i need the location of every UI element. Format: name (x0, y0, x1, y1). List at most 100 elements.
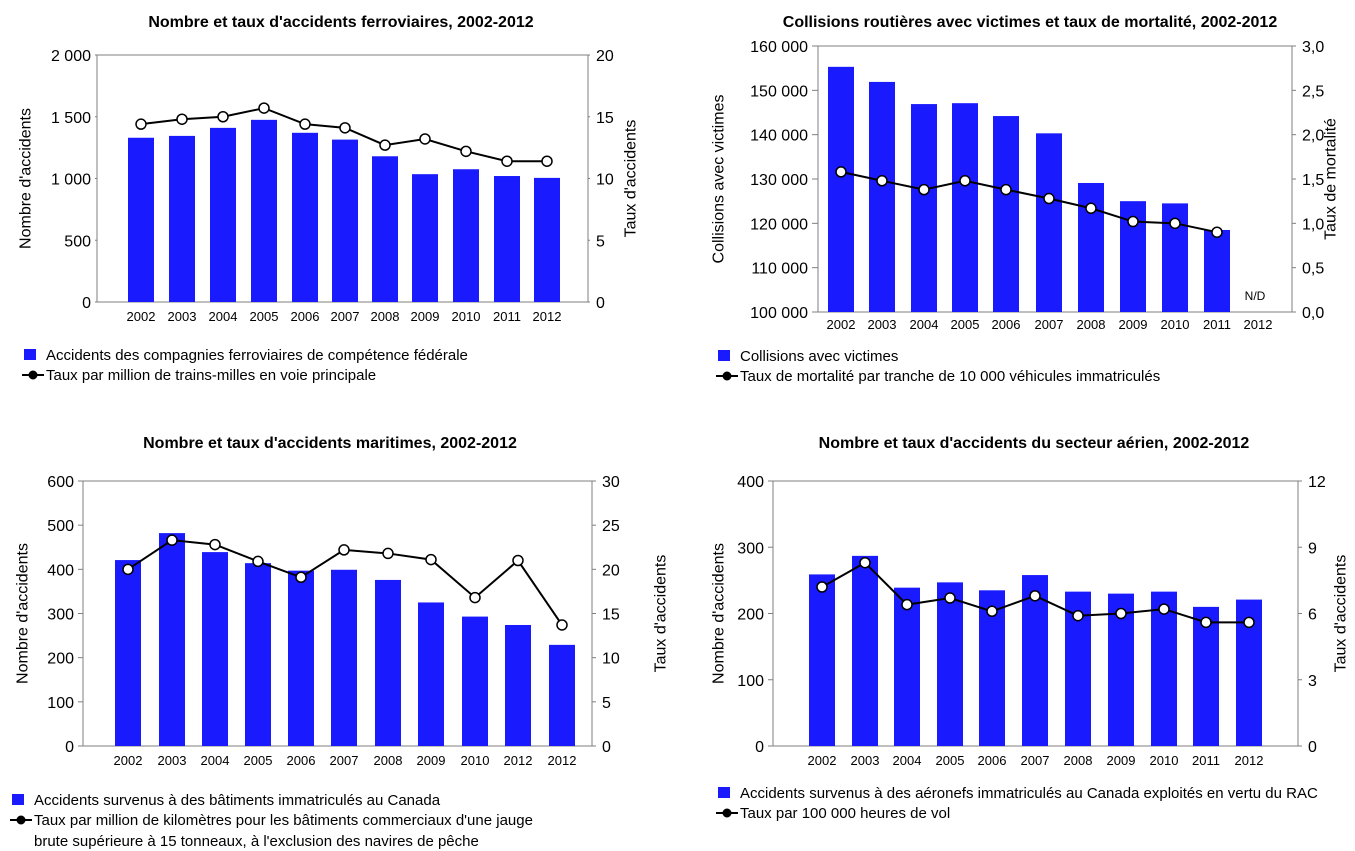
x-tick-label: 2012 (1244, 317, 1273, 332)
y2-tick-label: 2,0 (1302, 128, 1324, 145)
y2-tick-label: 1,5 (1302, 172, 1324, 189)
bar-2006 (292, 132, 318, 302)
y-tick-label: 100 (47, 695, 74, 712)
y2-tick-label: 0 (602, 739, 611, 756)
x-tick-label: 2003 (168, 309, 197, 324)
x-tick-label: 2009 (417, 753, 446, 768)
rate-point-2011 (501, 155, 513, 167)
bar-2008 (372, 156, 398, 302)
y2-tick-label: 0,5 (1302, 261, 1324, 278)
bar-2004 (911, 104, 937, 313)
y2-tick-label: 2,5 (1302, 83, 1324, 100)
x-tick-label: 2002 (808, 753, 837, 768)
x-tick-label: 2005 (244, 753, 273, 768)
bar-2004 (894, 587, 920, 746)
y-tick-label: 400 (47, 562, 74, 579)
y2-tick-label: 20 (596, 48, 614, 65)
rate-point-2004 (217, 111, 229, 123)
rate-point-2006 (1000, 183, 1012, 196)
y2-axis-label: Taux de mortalité (1323, 118, 1340, 240)
y-axis-label: Nombre d'accidents (18, 108, 35, 249)
x-tick-label: 2009 (1119, 317, 1148, 332)
x-tick-label: 2006 (287, 753, 316, 768)
x-tick-label: 2011 (1192, 753, 1220, 768)
rate-point-2003 (166, 534, 178, 546)
bar-2007 (331, 569, 357, 746)
rate-point-2009 (425, 553, 437, 566)
rate-point-2007 (338, 544, 350, 556)
legend-line-label-cont: brute supérieure à 15 tonneaux, à l'excl… (34, 833, 479, 850)
bar-2007 (1022, 575, 1048, 746)
legend-line-marker (722, 371, 732, 381)
y2-tick-label: 25 (602, 518, 620, 535)
y-tick-label: 300 (737, 540, 764, 557)
rate-point-2012 (1243, 616, 1255, 629)
legend-line-label: Taux par 100 000 heures de vol (740, 805, 950, 822)
legend-bar-swatch (12, 794, 24, 805)
bar-2005 (937, 582, 963, 746)
bar-2008 (1078, 182, 1104, 312)
legend-bar-label: Collisions avec victimes (740, 348, 898, 365)
x-tick-label: 2010 (1161, 317, 1190, 332)
bar-2011 (1204, 229, 1230, 312)
annotation-nd: N/D (1245, 289, 1266, 303)
bar-2005 (952, 103, 978, 312)
bar-2002 (128, 137, 154, 302)
y-tick-label: 130 000 (750, 172, 808, 189)
x-tick-label: 2010 (452, 309, 481, 324)
y2-tick-label: 5 (596, 233, 605, 250)
rate-point-2012 (541, 155, 553, 167)
y2-tick-label: 0 (596, 295, 605, 312)
rate-point-2008 (379, 139, 391, 151)
legend-line-marker (16, 815, 26, 825)
y2-axis-label: Taux d'accidents (1333, 555, 1350, 673)
x-tick-label: 2012 (504, 753, 533, 768)
chart-panel-1: Nombre et taux d'accidents ferroviaires,… (18, 14, 640, 384)
rate-point-2003 (859, 556, 871, 569)
y2-axis-label: Taux d'accidents (653, 555, 670, 673)
x-tick-label: 2003 (158, 753, 187, 768)
y2-tick-label: 5 (602, 695, 611, 712)
legend-line-marker (722, 808, 732, 818)
x-tick-label: 2007 (1035, 317, 1064, 332)
legend-line-label: Taux de mortalité par tranche de 10 000 … (740, 368, 1160, 385)
legend-bar-label: Accidents survenus à des bâtiments immat… (34, 792, 441, 809)
bar-2002 (809, 574, 835, 746)
rate-point-2008 (1085, 202, 1097, 215)
bar-2004 (210, 127, 236, 303)
x-tick-label: 2003 (868, 317, 897, 332)
bar-2002 (828, 66, 854, 312)
x-tick-label: 2007 (331, 309, 360, 324)
rate-point-2007 (339, 122, 351, 134)
y-tick-label: 110 000 (751, 261, 808, 278)
rate-point-2005 (258, 102, 270, 114)
rate-point-2006 (299, 118, 311, 130)
y-axis-label: Nombre d'accidents (711, 543, 728, 684)
x-tick-label: 2005 (951, 317, 980, 332)
x-tick-label: 2011 (1203, 317, 1231, 332)
y2-tick-label: 20 (602, 562, 620, 579)
y-axis-label: Nombre d'accidents (15, 543, 32, 684)
x-tick-label: 2011 (493, 309, 521, 324)
y-tick-label: 1 500 (51, 110, 91, 127)
bar-2011 (494, 176, 520, 302)
y-tick-label: 120 000 (750, 216, 808, 233)
bar-2007 (332, 139, 358, 302)
y2-tick-label: 10 (596, 172, 614, 189)
x-tick-label: 2004 (910, 317, 939, 332)
x-tick-label: 2010 (461, 753, 490, 768)
x-tick-label: 2008 (1064, 753, 1093, 768)
y2-tick-label: 0 (1308, 739, 1317, 756)
x-tick-label: 2009 (1107, 753, 1136, 768)
y-tick-label: 150 000 (750, 83, 808, 100)
rate-point-2011 (1211, 226, 1223, 238)
x-tick-label: 2003 (851, 753, 880, 768)
bar-2003 (159, 533, 185, 746)
y-tick-label: 1 000 (51, 172, 91, 189)
x-tick-label: 2004 (893, 753, 922, 768)
bar-2005 (245, 563, 271, 746)
bar-2010 (1151, 591, 1177, 746)
legend-line-marker (28, 370, 38, 380)
y-tick-label: 400 (737, 474, 764, 491)
rate-point-2005 (959, 175, 971, 187)
